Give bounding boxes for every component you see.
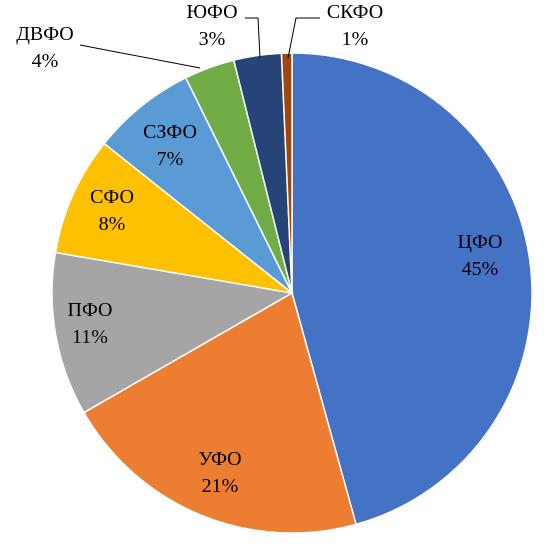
slice-label-name-4: СФО bbox=[90, 186, 134, 208]
slice-label-name-3: ПФО bbox=[68, 299, 113, 321]
leader-line-6 bbox=[79, 44, 201, 69]
leader-lines bbox=[79, 17, 320, 69]
slice-label-name-8: СКФО bbox=[327, 1, 383, 23]
slice-label-pct-8: 1% bbox=[342, 28, 369, 50]
slice-label-name-5: СЗФО bbox=[143, 121, 197, 143]
pie-slice-5 bbox=[103, 76, 293, 294]
slice-label-name-7: ЮФО bbox=[186, 1, 237, 23]
leader-line-7 bbox=[245, 17, 261, 59]
pie-slice-8 bbox=[280, 52, 293, 294]
slice-label-pct-5: 7% bbox=[157, 148, 184, 170]
slice-label-pct-7: 3% bbox=[199, 28, 226, 50]
leader-line-8 bbox=[287, 17, 320, 59]
pie-slice-4 bbox=[54, 142, 293, 294]
slice-label-pct-3: 11% bbox=[72, 326, 108, 348]
slice-label-pct-2: 21% bbox=[202, 475, 239, 497]
pie-slice-3 bbox=[51, 251, 295, 414]
slice-label-pct-1: 45% bbox=[462, 258, 499, 280]
slice-label-name-1: ЦФО bbox=[458, 231, 503, 253]
slice-label-name-6: ДВФО bbox=[16, 23, 73, 45]
slice-label-pct-6: 4% bbox=[32, 50, 59, 72]
slice-labels: ЦФО 45% УФО 21% ПФО 11% СФО 8% СЗФО 7% ДВФО 4% ЮФО 3%… bbox=[16, 1, 502, 497]
slice-label-name-2: УФО bbox=[198, 448, 241, 470]
slice-label-pct-4: 8% bbox=[99, 213, 126, 235]
pie-slice-2 bbox=[82, 291, 357, 534]
pie-slice-1 bbox=[291, 52, 533, 526]
pie-slices bbox=[51, 52, 533, 534]
